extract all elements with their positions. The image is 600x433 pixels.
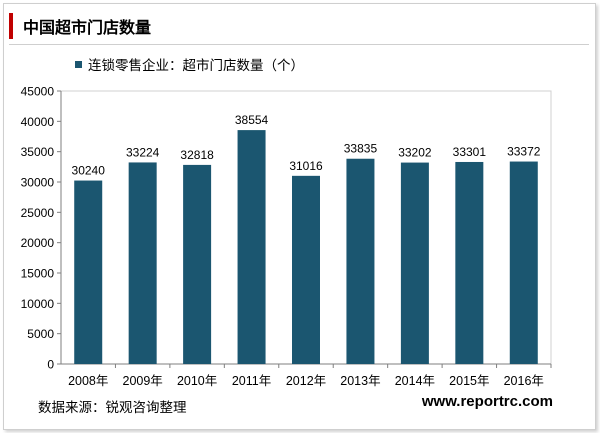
title-bar: 中国超市门店数量	[9, 11, 151, 41]
y-tick-label: 40000	[21, 115, 55, 129]
data-label: 31016	[289, 159, 323, 173]
y-tick-label: 0	[47, 358, 54, 372]
data-label: 33202	[398, 146, 432, 160]
y-tick-label: 10000	[21, 297, 55, 311]
chart-title: 中国超市门店数量	[23, 20, 152, 37]
x-tick-label: 2014年	[395, 374, 435, 388]
y-tick-label: 35000	[21, 145, 55, 159]
data-label: 32818	[180, 148, 214, 162]
legend-label: 连锁零售企业：超市门店数量（个）	[88, 58, 304, 73]
bar	[128, 162, 157, 364]
x-tick-label: 2011年	[232, 374, 271, 388]
bar	[455, 161, 484, 364]
source-note: 数据来源：锐观咨询整理	[38, 400, 187, 415]
x-tick-label: 2008年	[68, 374, 108, 388]
website-label: www.reportrc.com	[421, 393, 553, 410]
legend: 连锁零售企业：超市门店数量（个）	[75, 54, 304, 74]
title-accent-bar	[9, 13, 13, 39]
x-tick-label: 2016年	[504, 374, 544, 388]
y-tick-label: 20000	[21, 236, 55, 250]
title-divider	[9, 44, 589, 45]
x-tick-label: 2013年	[340, 374, 380, 388]
bar	[292, 175, 320, 364]
y-tick-label: 15000	[21, 267, 55, 281]
bar	[183, 164, 212, 364]
y-tick-label: 25000	[21, 206, 55, 220]
y-tick-label: 5000	[27, 327, 54, 341]
y-tick-label: 45000	[21, 85, 55, 99]
bar	[509, 161, 538, 364]
data-label: 38554	[235, 113, 269, 127]
y-tick-label: 30000	[21, 176, 55, 190]
x-tick-label: 2015年	[449, 374, 489, 388]
x-tick-label: 2010年	[177, 374, 217, 388]
data-label: 33835	[344, 142, 378, 156]
data-label: 33301	[453, 145, 487, 159]
data-label: 33224	[126, 145, 160, 159]
legend-swatch	[75, 60, 82, 68]
data-label: 30240	[72, 164, 106, 178]
bar	[237, 130, 266, 364]
data-label: 33372	[507, 145, 541, 159]
x-tick-label: 2012年	[286, 374, 326, 388]
bar	[74, 180, 103, 364]
bar	[346, 158, 375, 364]
bar	[400, 162, 429, 364]
x-tick-label: 2009年	[123, 374, 163, 388]
